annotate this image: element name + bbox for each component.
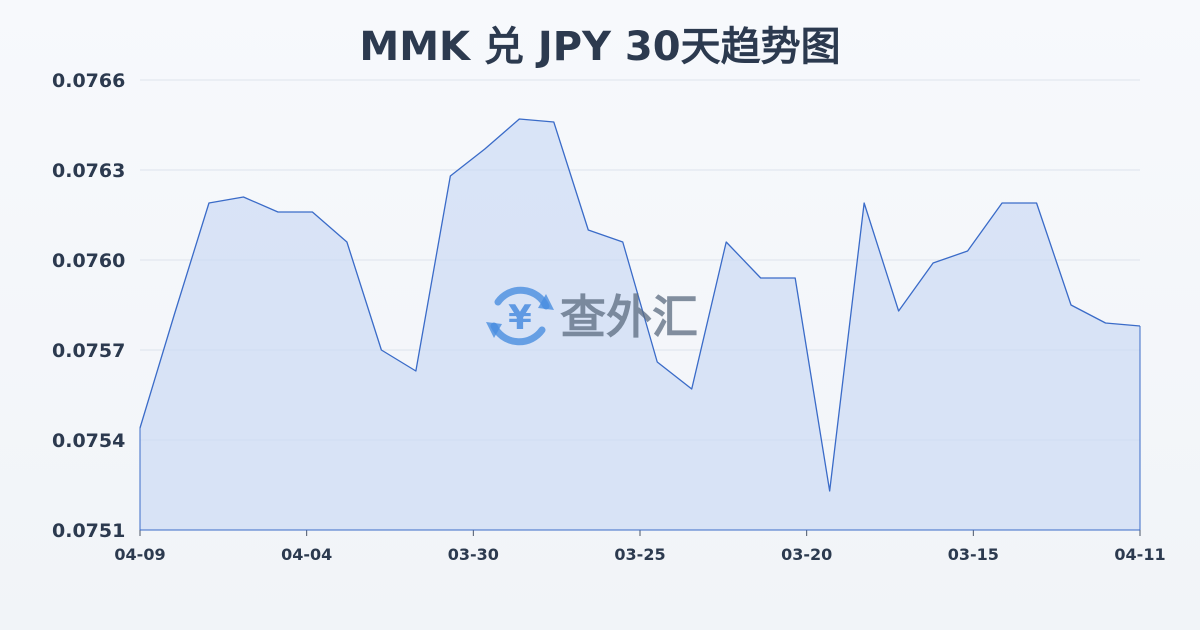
chart-title: MMK 兑 JPY 30天趋势图 xyxy=(359,24,840,70)
x-tick-label: 04-09 xyxy=(114,545,165,564)
y-tick-label: 0.0754 xyxy=(52,430,125,452)
y-tick-label: 0.0760 xyxy=(52,250,125,272)
y-axis-ticks: 0.0766 0.0763 0.0760 0.0757 0.0754 0.0751 xyxy=(52,70,125,542)
svg-text:¥: ¥ xyxy=(508,298,532,338)
series-line xyxy=(139,118,1141,492)
x-tick-label: 03-20 xyxy=(781,545,832,564)
y-tick-label: 0.0763 xyxy=(52,160,125,182)
y-tick-label: 0.0757 xyxy=(52,340,125,362)
watermark-logo: ¥ 查外汇 xyxy=(486,286,698,346)
y-tick-label: 0.0766 xyxy=(52,70,125,92)
x-tick-label: 03-25 xyxy=(614,545,665,564)
y-tick-label: 0.0751 xyxy=(52,520,125,542)
x-tick-label: 04-04 xyxy=(281,545,332,564)
x-tick-label: 03-15 xyxy=(948,545,999,564)
x-tick-label: 03-30 xyxy=(448,545,499,564)
series-area xyxy=(139,118,1141,531)
area-fill xyxy=(140,119,1140,530)
watermark-text: 查外汇 xyxy=(560,290,698,344)
yen-exchange-icon: ¥ xyxy=(486,286,554,346)
x-axis-ticks: 04-09 04-04 03-30 03-25 03-20 03-15 04-11 xyxy=(114,530,1166,564)
x-tick-label: 04-11 xyxy=(1114,545,1165,564)
